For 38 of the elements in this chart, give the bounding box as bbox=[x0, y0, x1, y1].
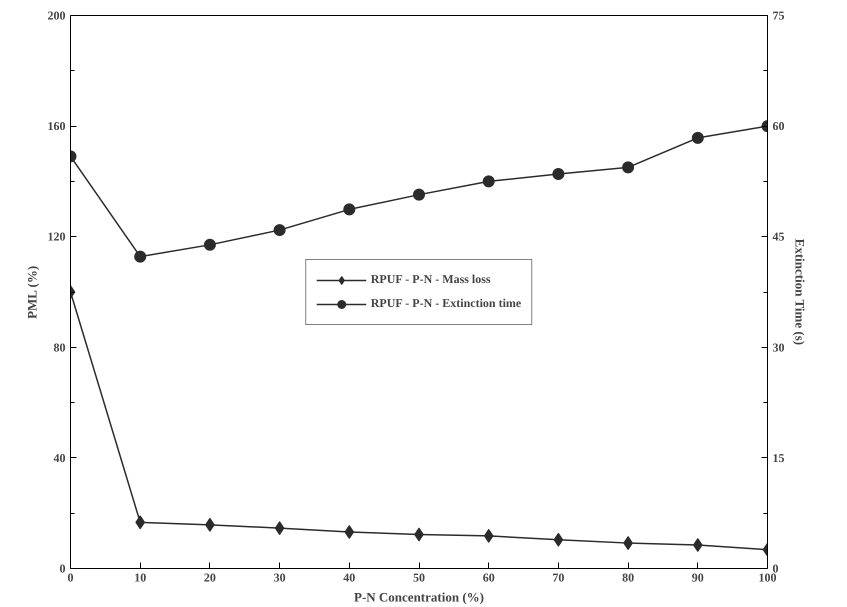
point bbox=[413, 188, 425, 201]
point bbox=[692, 132, 704, 144]
x-tick-label: 90 bbox=[692, 570, 704, 584]
y2-tick-label: 15 bbox=[772, 450, 784, 465]
point bbox=[204, 238, 216, 251]
point bbox=[692, 538, 703, 552]
point bbox=[344, 525, 354, 539]
point bbox=[134, 250, 146, 263]
y-tick-label: 120 bbox=[48, 230, 66, 244]
y2-tick-label: 45 bbox=[772, 230, 784, 244]
x-tick-label: 60 bbox=[482, 570, 495, 584]
y2-tick-label: 60 bbox=[772, 119, 784, 134]
y-tick-label: 160 bbox=[48, 119, 66, 134]
y2-tick-label: 75 bbox=[772, 8, 784, 22]
point bbox=[482, 175, 495, 188]
y2-axis-title: Extinction Time (s) bbox=[792, 238, 808, 346]
y-axis-title: PML (%) bbox=[24, 266, 40, 319]
y-tick-label: 0 bbox=[60, 562, 66, 576]
point bbox=[135, 515, 146, 530]
legend-label: RPUF - P-N - Extinction time bbox=[370, 296, 522, 311]
y-tick-label: 200 bbox=[48, 8, 66, 22]
x-tick-label: 10 bbox=[134, 570, 146, 584]
x-tick-label: 70 bbox=[552, 570, 564, 584]
y2-tick-label: 30 bbox=[772, 340, 784, 354]
x-tick-label: 40 bbox=[343, 570, 356, 584]
x-axis-title: P-N Concentration (%) bbox=[354, 590, 484, 604]
point bbox=[274, 224, 286, 236]
point bbox=[343, 203, 356, 216]
point bbox=[552, 168, 564, 180]
y-tick-label: 80 bbox=[54, 340, 66, 354]
x-tick-label: 20 bbox=[204, 570, 216, 584]
point bbox=[622, 161, 634, 174]
point bbox=[484, 528, 494, 543]
x-tick-label: 50 bbox=[413, 570, 425, 584]
x-tick-label: 30 bbox=[274, 570, 286, 584]
legend-label: RPUF - P-N - Mass loss bbox=[370, 272, 491, 287]
y-tick-label: 40 bbox=[54, 450, 66, 465]
x-tick-label: 80 bbox=[622, 570, 634, 584]
